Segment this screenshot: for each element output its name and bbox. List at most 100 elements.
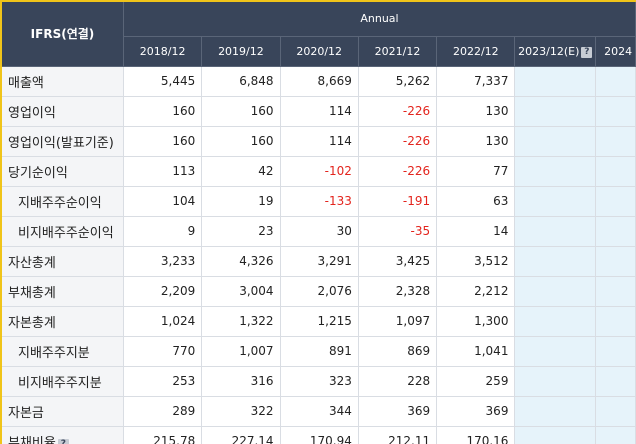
table-row: 비지배주주순이익 9 23 30 -35 14 bbox=[2, 216, 636, 247]
row-label[interactable]: 비지배주주지분 bbox=[2, 366, 124, 397]
row-label-text: 부채비율 bbox=[8, 435, 56, 444]
value-cell: 215.78 bbox=[123, 426, 203, 444]
value-cell: 1,215 bbox=[280, 306, 359, 337]
value-cell: 253 bbox=[123, 366, 203, 397]
value-cell: 14 bbox=[436, 216, 516, 247]
value-cell: 344 bbox=[280, 396, 359, 427]
row-label-text: 지배주주순이익 bbox=[18, 195, 102, 211]
value-cell: 30 bbox=[280, 216, 359, 247]
table-row: 당기순이익 113 42 -102 -226 77 bbox=[2, 156, 636, 187]
value-cell: 1,322 bbox=[201, 306, 281, 337]
row-label[interactable]: 부채비율? bbox=[2, 426, 124, 444]
estimate-cell bbox=[514, 366, 597, 397]
annual-group-header: Annual bbox=[123, 2, 636, 37]
value-cell: -102 bbox=[280, 156, 359, 187]
row-label-text: 영업이익(발표기준) bbox=[8, 135, 114, 151]
estimate-cell bbox=[595, 66, 636, 97]
value-cell: 289 bbox=[123, 396, 203, 427]
estimate-cell bbox=[514, 336, 597, 367]
row-label[interactable]: 비지배주주순이익 bbox=[2, 216, 124, 247]
help-icon[interactable]: ? bbox=[581, 46, 593, 58]
estimate-cell bbox=[514, 306, 597, 337]
value-cell: -226 bbox=[358, 156, 438, 187]
row-label-text: 자산총계 bbox=[8, 255, 56, 271]
estimate-cell bbox=[514, 216, 597, 247]
value-cell: -226 bbox=[358, 126, 438, 157]
estimate-cell bbox=[595, 216, 636, 247]
value-cell: 2,076 bbox=[280, 276, 359, 307]
row-label[interactable]: 자본총계 bbox=[2, 306, 124, 337]
value-cell: 113 bbox=[123, 156, 203, 187]
row-label-text: 영업이익 bbox=[8, 105, 56, 121]
value-cell: 228 bbox=[358, 366, 438, 397]
table-row: 영업이익 160 160 114 -226 130 bbox=[2, 96, 636, 127]
value-cell: 369 bbox=[358, 396, 438, 427]
value-cell: 1,007 bbox=[201, 336, 281, 367]
estimate-cell bbox=[595, 426, 636, 444]
table-row: 영업이익(발표기준) 160 160 114 -226 130 bbox=[2, 126, 636, 157]
period-header: 2022/12 bbox=[436, 35, 516, 67]
period-header: 2020/12 bbox=[280, 35, 359, 67]
value-cell: 6,848 bbox=[201, 66, 281, 97]
value-cell: 891 bbox=[280, 336, 359, 367]
estimate-cell bbox=[514, 66, 597, 97]
value-cell: 130 bbox=[436, 126, 516, 157]
value-cell: 9 bbox=[123, 216, 203, 247]
row-label-text: 비지배주주순이익 bbox=[18, 225, 114, 241]
table-row: 지배주주순이익 104 19 -133 -191 63 bbox=[2, 186, 636, 217]
table-row: 부채총계 2,209 3,004 2,076 2,328 2,212 bbox=[2, 276, 636, 307]
value-cell: 1,024 bbox=[123, 306, 203, 337]
estimate-cell bbox=[514, 186, 597, 217]
estimate-cell bbox=[595, 396, 636, 427]
estimate-cell bbox=[595, 276, 636, 307]
value-cell: 8,669 bbox=[280, 66, 359, 97]
value-cell: 5,445 bbox=[123, 66, 203, 97]
row-label-text: 자본금 bbox=[8, 405, 44, 421]
value-cell: 160 bbox=[201, 126, 281, 157]
value-cell: 3,425 bbox=[358, 246, 438, 277]
value-cell: 369 bbox=[436, 396, 516, 427]
value-cell: 5,262 bbox=[358, 66, 438, 97]
value-cell: 114 bbox=[280, 126, 359, 157]
table-row: 매출액 5,445 6,848 8,669 5,262 7,337 bbox=[2, 66, 636, 97]
row-label[interactable]: 지배주주지분 bbox=[2, 336, 124, 367]
estimate-cell bbox=[514, 246, 597, 277]
value-cell: 259 bbox=[436, 366, 516, 397]
value-cell: 3,233 bbox=[123, 246, 203, 277]
table-row: 자산총계 3,233 4,326 3,291 3,425 3,512 bbox=[2, 246, 636, 277]
row-label[interactable]: 영업이익 bbox=[2, 96, 124, 127]
row-label[interactable]: 부채총계 bbox=[2, 276, 124, 307]
help-icon[interactable]: ? bbox=[57, 438, 69, 444]
estimate-cell bbox=[595, 156, 636, 187]
value-cell: 212.11 bbox=[358, 426, 438, 444]
row-label[interactable]: 자본금 bbox=[2, 396, 124, 427]
estimate-cell bbox=[595, 126, 636, 157]
value-cell: 227.14 bbox=[201, 426, 281, 444]
row-label-text: 자본총계 bbox=[8, 315, 56, 331]
period-header: 2018/12 bbox=[123, 35, 203, 67]
table-row: 지배주주지분 770 1,007 891 869 1,041 bbox=[2, 336, 636, 367]
row-label-text: 지배주주지분 bbox=[18, 345, 90, 361]
row-label[interactable]: 당기순이익 bbox=[2, 156, 124, 187]
row-label[interactable]: 영업이익(발표기준) bbox=[2, 126, 124, 157]
estimate-cell bbox=[595, 306, 636, 337]
value-cell: 130 bbox=[436, 96, 516, 127]
row-label[interactable]: 자산총계 bbox=[2, 246, 124, 277]
row-label-text: 부채총계 bbox=[8, 285, 56, 301]
estimate-cell bbox=[595, 246, 636, 277]
value-cell: -35 bbox=[358, 216, 438, 247]
estimate-cell bbox=[514, 156, 597, 187]
value-cell: 4,326 bbox=[201, 246, 281, 277]
value-cell: 316 bbox=[201, 366, 281, 397]
value-cell: 3,291 bbox=[280, 246, 359, 277]
value-cell: 23 bbox=[201, 216, 281, 247]
value-cell: 42 bbox=[201, 156, 281, 187]
value-cell: 2,209 bbox=[123, 276, 203, 307]
table-row: 부채비율? 215.78 227.14 170.94 212.11 170.16 bbox=[2, 426, 636, 444]
value-cell: 3,004 bbox=[201, 276, 281, 307]
row-label[interactable]: 매출액 bbox=[2, 66, 124, 97]
row-label[interactable]: 지배주주순이익 bbox=[2, 186, 124, 217]
period-header-estimate: 2023/12(E)? bbox=[514, 35, 597, 67]
value-cell: -191 bbox=[358, 186, 438, 217]
